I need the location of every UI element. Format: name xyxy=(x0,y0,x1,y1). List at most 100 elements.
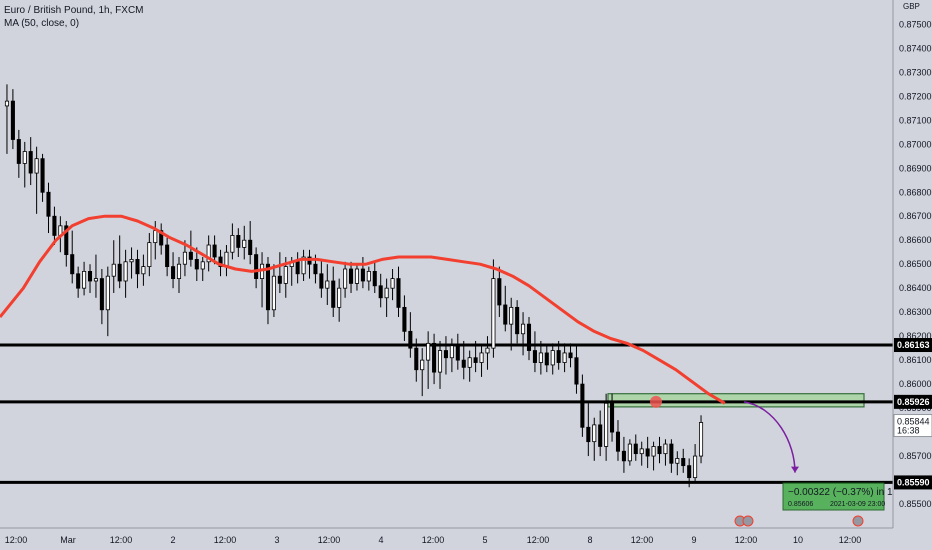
candle-body xyxy=(604,402,609,447)
y-tick-label: 0.87200 xyxy=(899,91,932,101)
candle-body xyxy=(343,268,348,289)
candle-body xyxy=(532,350,537,363)
candle-body xyxy=(147,242,152,268)
candle-body xyxy=(206,244,211,263)
y-tick-label: 0.86500 xyxy=(899,259,932,269)
candle-body xyxy=(283,266,288,284)
chart-title: Euro / British Pound, 1h, FXCM xyxy=(4,5,144,16)
candle-body xyxy=(248,239,253,256)
candle-body xyxy=(301,256,306,275)
price-axis-panel xyxy=(893,0,932,550)
candle-body xyxy=(574,357,579,385)
candle-body xyxy=(473,357,478,363)
candle-body xyxy=(639,448,644,455)
candle-body xyxy=(693,455,698,479)
candle-body xyxy=(111,263,116,277)
candle-body xyxy=(64,225,69,256)
y-tick-label: 0.86700 xyxy=(899,211,932,221)
candle-body xyxy=(449,345,454,359)
candle-body xyxy=(135,259,140,275)
signal-marker xyxy=(650,395,662,408)
y-tick-label: 0.87400 xyxy=(899,43,932,53)
candle-body xyxy=(337,287,342,308)
candle-body xyxy=(687,465,692,479)
candle-body xyxy=(165,244,170,268)
candle-body xyxy=(99,278,104,311)
y-tick-label: 0.86400 xyxy=(899,283,932,293)
candle-body xyxy=(467,357,472,368)
candle-body xyxy=(509,306,514,325)
candle-body xyxy=(432,342,437,373)
y-tick-label: 0.86000 xyxy=(899,379,932,389)
candle-body xyxy=(627,443,632,462)
candle-body xyxy=(556,350,561,363)
candle-body xyxy=(408,330,413,349)
projection-arrowhead xyxy=(791,466,799,473)
ma50-line xyxy=(0,214,726,405)
y-tick-label: 0.87300 xyxy=(899,67,932,77)
candle-body xyxy=(550,350,555,366)
level-badge xyxy=(894,338,932,353)
candle-body xyxy=(325,280,330,289)
candle-body xyxy=(230,235,235,253)
candle-body xyxy=(657,446,662,455)
candle-body xyxy=(503,304,508,325)
candle-body xyxy=(420,359,425,371)
candle-body xyxy=(610,402,615,433)
candle-body xyxy=(396,278,401,308)
candle-body xyxy=(360,268,365,282)
candle-body xyxy=(200,261,205,270)
y-tick-label: 0.86200 xyxy=(899,331,932,341)
candle-body xyxy=(34,158,39,174)
candle-body xyxy=(586,426,591,443)
candle-body xyxy=(580,383,585,428)
candle-body xyxy=(461,359,466,368)
candle-body xyxy=(277,275,282,284)
y-tick-label: 0.86600 xyxy=(899,235,932,245)
candle-body xyxy=(76,273,81,289)
candle-body xyxy=(437,350,443,373)
x-tick-label: Mar xyxy=(60,535,76,545)
candle-body xyxy=(366,270,371,282)
candle-body xyxy=(390,278,395,289)
candle-body xyxy=(265,263,271,311)
candle-body xyxy=(52,215,57,236)
candle-body xyxy=(592,424,597,443)
candle-body xyxy=(414,347,419,371)
candle-body xyxy=(331,280,336,308)
candle-body xyxy=(87,270,93,282)
candle-body xyxy=(544,352,549,366)
candle-body xyxy=(615,431,621,452)
candle-body xyxy=(212,244,217,258)
x-tick-label: 12:00 xyxy=(735,535,758,545)
level-badge-label: 0.85926 xyxy=(897,397,930,407)
x-tick-label: 12:00 xyxy=(214,535,237,545)
candle-body xyxy=(354,268,359,284)
candle-body xyxy=(82,270,87,289)
projection-date: 2021-03-09 23:00 xyxy=(830,501,885,508)
x-tick-label: 12:00 xyxy=(527,535,550,545)
candle-body xyxy=(598,424,603,447)
x-tick-label: 12:00 xyxy=(631,535,654,545)
projection-arrow xyxy=(743,401,796,473)
candle-body xyxy=(515,306,520,335)
x-tick-label: 8 xyxy=(587,535,592,545)
candle-body xyxy=(562,352,567,363)
candle-body xyxy=(159,230,164,246)
candle-body xyxy=(16,139,21,164)
candle-body xyxy=(28,151,33,174)
candle-body xyxy=(384,287,389,299)
candle-body xyxy=(153,230,158,244)
candle-body xyxy=(176,263,182,279)
candle-body xyxy=(651,446,656,457)
candle-body xyxy=(681,458,686,467)
projection-price: 0.85606 xyxy=(788,501,813,508)
resistance-zone xyxy=(607,393,865,408)
last-price-badge xyxy=(893,414,932,438)
candle-body xyxy=(182,251,187,265)
candle-body xyxy=(117,263,122,282)
level-badge xyxy=(894,475,932,490)
candle-body xyxy=(4,100,9,107)
chart-legend: Euro / British Pound, 1h, FXCM MA (50, c… xyxy=(4,4,144,30)
